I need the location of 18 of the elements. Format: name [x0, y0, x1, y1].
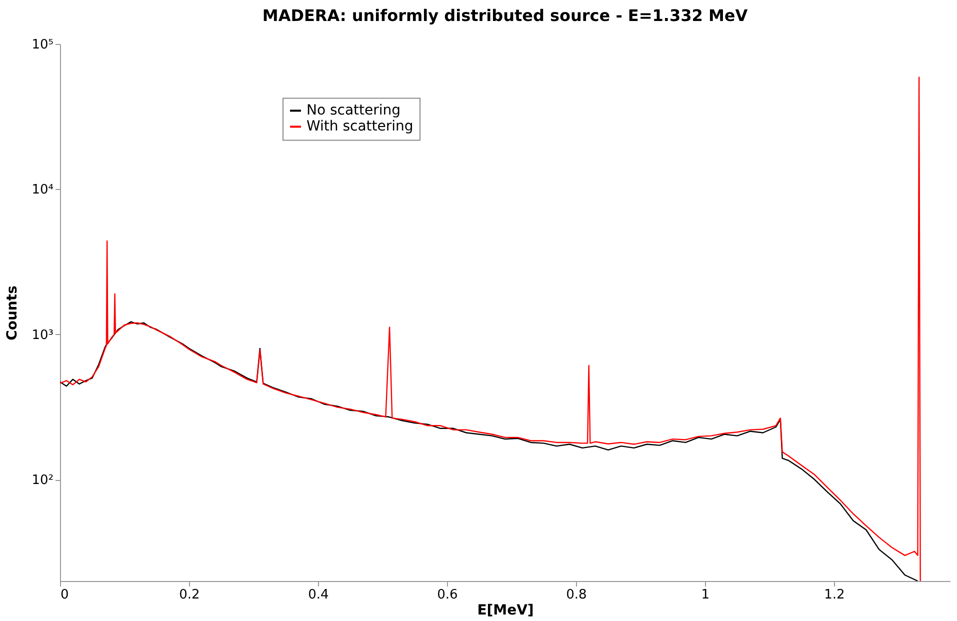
- y-tick-label: 10²: [32, 473, 54, 488]
- x-tick-label: 0.2: [179, 588, 200, 602]
- y-axis-title: Counts: [4, 286, 21, 340]
- x-tick-label: 0.8: [566, 588, 587, 602]
- x-tick-label: 1.2: [824, 588, 845, 602]
- line-series: [60, 76, 921, 581]
- x-tick-label: 0.6: [437, 588, 458, 602]
- x-tick-label: 0.4: [308, 588, 329, 602]
- x-tick-label: 1: [701, 588, 710, 602]
- x-axis-title: E[MeV]: [477, 602, 534, 618]
- legend-label: No scattering: [306, 102, 401, 119]
- chart-title: MADERA: uniformly distributed source - E=1.332 MeV: [262, 6, 748, 25]
- line-series: [60, 321, 918, 581]
- y-tick-label: 10⁴: [32, 182, 54, 198]
- y-tick-label: 10³: [32, 328, 54, 343]
- legend-label: With scattering: [306, 118, 414, 135]
- y-tick-label: 10⁵: [32, 38, 54, 52]
- x-tick-label: 0: [60, 588, 69, 602]
